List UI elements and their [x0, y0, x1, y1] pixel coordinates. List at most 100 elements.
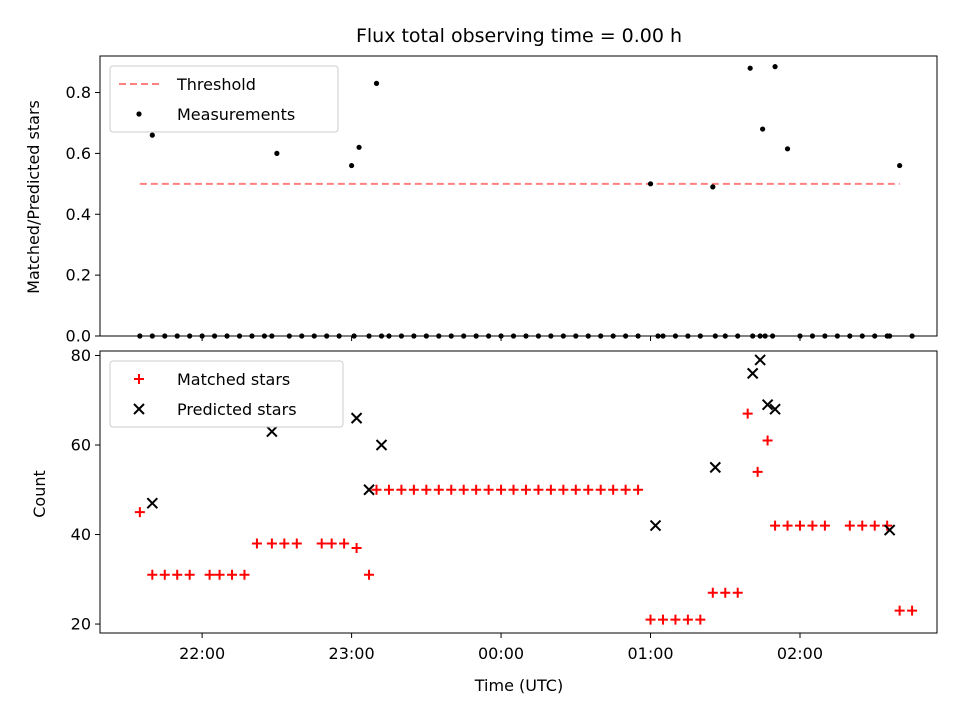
measurement-point [386, 333, 392, 339]
measurement-point [366, 333, 372, 339]
measurement-point [535, 333, 542, 339]
matched-star-point [383, 484, 394, 495]
matched-star-point [570, 484, 581, 495]
x-tick-label: 02:00 [777, 644, 823, 663]
measurement-point [473, 333, 479, 339]
predicted-star-point [146, 497, 159, 509]
top-legend: Threshold Measurements [109, 65, 339, 133]
matched-star-point [707, 587, 718, 598]
measurement-point [655, 333, 661, 339]
measurement-point [797, 333, 803, 339]
measurement-point [398, 333, 405, 339]
matched-star-point [794, 520, 805, 531]
matched-star-point [446, 484, 457, 495]
predicted-star-point [266, 425, 278, 438]
top-marks [137, 64, 915, 339]
x-axis-label: Time (UTC) [474, 676, 563, 695]
measurement-point [769, 333, 776, 339]
matched-star-point [657, 614, 668, 625]
measurement-point [269, 333, 275, 339]
predicted-star-point [769, 403, 781, 415]
measurement-point [872, 333, 878, 339]
matched-star-point [371, 484, 382, 495]
bottom-y-tick-label: 60 [71, 436, 91, 455]
matched-star-point [844, 520, 855, 531]
measurement-point [286, 333, 292, 339]
measurement-point [660, 333, 666, 339]
measurement-point [373, 80, 380, 86]
legend-predicted-swatch [133, 403, 145, 415]
matched-star-point [682, 614, 693, 625]
x-tick-label: 23:00 [329, 644, 375, 663]
matched-star-point [857, 520, 868, 531]
measurement-point [784, 146, 791, 152]
legend-matched-label: Matched stars [177, 370, 290, 389]
measurement-point [750, 333, 756, 339]
bottom-marks [134, 354, 918, 625]
measurement-point [672, 333, 679, 339]
legend-matched-marker [134, 374, 144, 384]
matched-star-point [279, 538, 290, 549]
matched-star-point [471, 484, 482, 495]
matched-star-point [720, 587, 731, 598]
matched-star-point [496, 484, 507, 495]
measurement-point [211, 333, 218, 339]
x-tick-label: 22:00 [179, 644, 225, 663]
bottom-y-tick-label: 20 [71, 615, 91, 634]
bottom-legend-frame [109, 360, 344, 428]
matched-star-point [907, 605, 918, 616]
chart-title: Flux total observing time = 0.00 h [356, 25, 682, 47]
measurement-point [834, 333, 840, 339]
measurement-point [523, 333, 529, 339]
measurement-point [623, 333, 629, 339]
measurement-point [162, 333, 168, 339]
measurement-point [236, 333, 243, 339]
matched-star-point [782, 520, 793, 531]
matched-star-point [608, 484, 619, 495]
bottom-y-tick-label: 80 [71, 346, 91, 365]
top-panel: 0.00.20.40.60.8 Matched/Predicted stars … [24, 55, 938, 346]
matched-star-point [134, 507, 145, 518]
top-y-tick-label: 0.8 [66, 83, 91, 102]
measurement-point [261, 333, 268, 339]
measurement-point [697, 333, 703, 339]
matched-star-point [326, 538, 337, 549]
legend-predicted-label: Predicted stars [177, 400, 297, 419]
measurement-point [722, 333, 728, 339]
matched-star-point [421, 484, 432, 495]
predicted-star-point [761, 399, 774, 411]
measurement-point [887, 333, 893, 339]
matched-star-point [172, 569, 183, 580]
matched-star-point [204, 569, 215, 580]
top-y-axis: 0.0 0.2 0.4 0.6 0.8 [66, 83, 100, 346]
measurement-point [348, 162, 355, 169]
measurement-point [760, 126, 766, 132]
matched-star-point [894, 605, 905, 616]
matched-star-point [227, 569, 238, 580]
bottom-y-axis: 20 40 60 80 [71, 346, 100, 634]
matched-star-point [396, 484, 407, 495]
x-tick-label: 00:00 [478, 644, 524, 663]
measurement-point [378, 333, 385, 339]
measurement-point [336, 333, 342, 339]
measurement-point [311, 333, 317, 339]
legend-threshold-label: Threshold [176, 75, 256, 94]
measurement-point [859, 333, 865, 339]
measurement-point [560, 333, 566, 339]
matched-star-point [408, 484, 419, 495]
matched-star-point [732, 587, 743, 598]
matched-star-point [159, 569, 170, 580]
matched-star-point [520, 484, 531, 495]
matched-star-point [433, 484, 444, 495]
matched-star-point [595, 484, 606, 495]
measurement-point [224, 333, 230, 339]
bottom-y-tick-label: 40 [71, 525, 91, 544]
measurement-point [710, 184, 716, 190]
measurement-point [647, 181, 654, 187]
matched-star-point [645, 614, 656, 625]
measurement-point [772, 64, 778, 70]
measurement-point [423, 333, 429, 339]
measurement-point [897, 162, 903, 169]
matched-star-point [770, 520, 781, 531]
